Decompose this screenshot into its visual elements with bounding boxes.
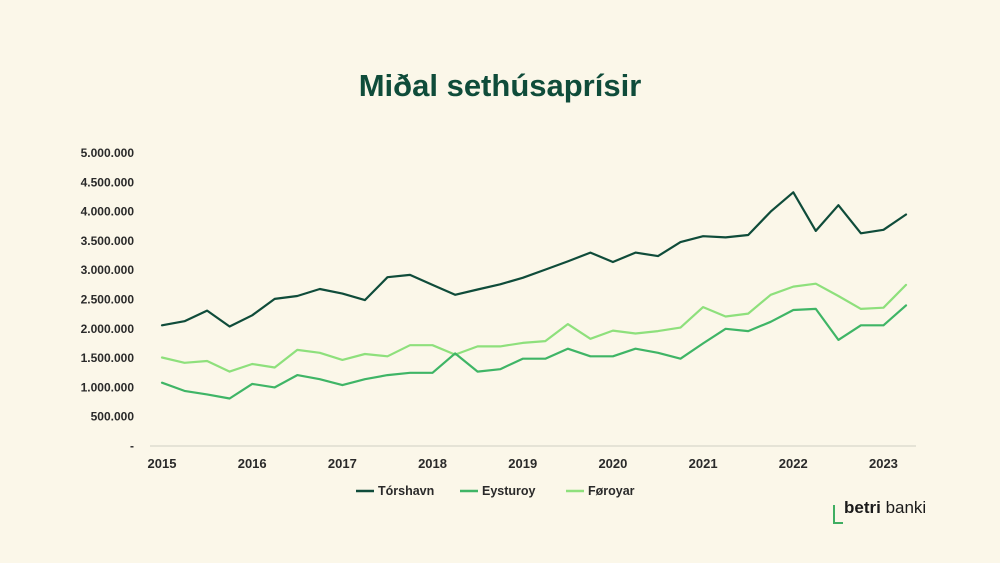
x-tick-label: 2017 — [328, 456, 357, 471]
y-tick-label: 3.000.000 — [81, 263, 135, 277]
brand-logo: betri banki — [833, 498, 943, 528]
x-tick-label: 2016 — [238, 456, 267, 471]
x-tick-label: 2020 — [598, 456, 627, 471]
logo-text: betri banki — [844, 498, 926, 518]
y-tick-label: 500.000 — [91, 410, 135, 424]
x-tick-label: 2019 — [508, 456, 537, 471]
y-tick-label: 4.500.000 — [81, 175, 135, 189]
x-tick-label: 2021 — [689, 456, 718, 471]
logo-text-rest: banki — [880, 498, 927, 517]
logo-bracket-icon — [833, 505, 843, 524]
series-layer — [160, 191, 908, 400]
series-line-1 — [160, 304, 908, 400]
y-tick-label: 1.500.000 — [81, 351, 135, 365]
x-tick-label: 2018 — [418, 456, 447, 471]
series-line-2 — [160, 282, 908, 373]
y-tick-label: 3.500.000 — [81, 234, 135, 248]
y-axis: - 500.000 1.000.000 1.500.000 2.000.000 2.500… — [81, 146, 135, 453]
y-tick-label: - — [130, 439, 134, 453]
x-tick-label: 2023 — [869, 456, 898, 471]
y-tick-label: 2.500.000 — [81, 293, 135, 307]
legend-label: Føroyar — [588, 484, 635, 498]
legend: Tórshavn Eysturoy Føroyar — [356, 484, 635, 498]
x-tick-label: 2022 — [779, 456, 808, 471]
chart-title: Miðal sethúsaprísir — [358, 68, 642, 103]
legend-label: Eysturoy — [482, 484, 536, 498]
y-tick-label: 4.000.000 — [81, 205, 135, 219]
x-axis: 2015 2016 2017 2018 2019 2020 2021 2022 2023 — [148, 445, 916, 471]
y-tick-label: 2.000.000 — [81, 322, 135, 336]
y-tick-label: 1.000.000 — [81, 380, 135, 394]
legend-label: Tórshavn — [378, 484, 434, 498]
series-line-0 — [160, 191, 908, 328]
logo-text-strong: betri — [844, 498, 881, 517]
y-tick-label: 5.000.000 — [81, 146, 135, 160]
x-tick-label: 2015 — [148, 456, 177, 471]
